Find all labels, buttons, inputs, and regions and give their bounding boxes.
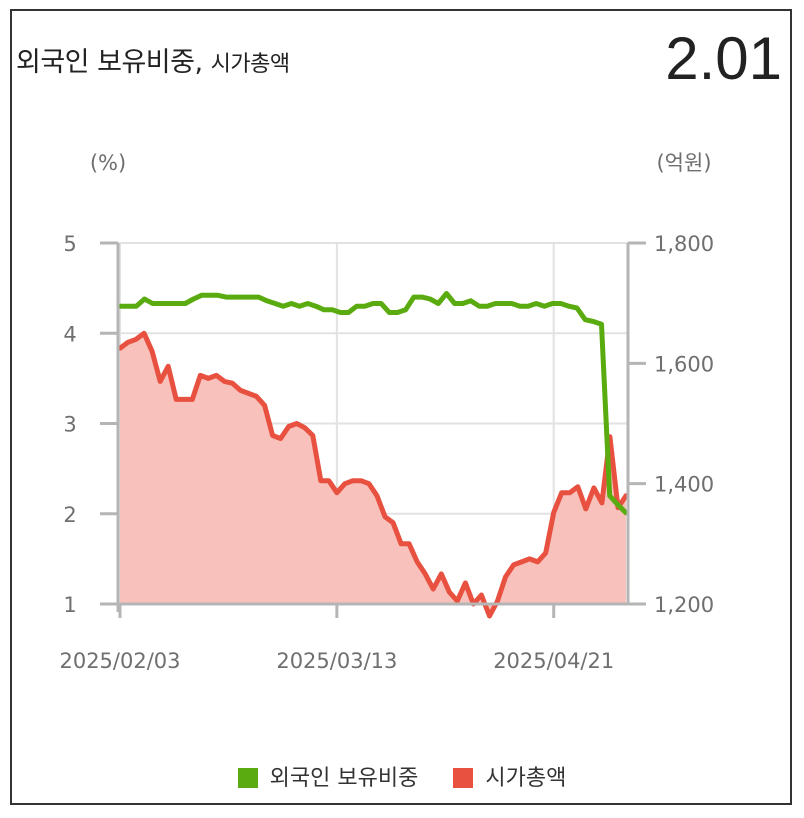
left-axis-unit: (%) xyxy=(90,151,126,175)
x-tick-label: 2025/02/03 xyxy=(59,649,180,673)
left-tick-label: 2 xyxy=(63,503,76,527)
left-tick-label: 1 xyxy=(63,593,76,617)
legend-swatch-market-cap xyxy=(453,768,474,788)
series-area-market-cap xyxy=(120,333,626,616)
title-sub: 시가총액 xyxy=(210,52,290,77)
current-value: 2.01 xyxy=(665,25,782,92)
legend-swatch-foreign-ratio xyxy=(237,768,258,788)
left-tick-label: 4 xyxy=(63,322,76,346)
chart-title: 외국인 보유비중, 시가총액 xyxy=(16,40,290,79)
left-tick-label: 3 xyxy=(63,413,76,437)
right-tick-label: 1,400 xyxy=(654,473,714,497)
right-axis-unit: (억원) xyxy=(656,151,711,175)
title-main: 외국인 보유비중, xyxy=(16,47,203,78)
left-tick-label: 5 xyxy=(63,232,76,256)
series-line-market-cap xyxy=(117,330,629,619)
right-tick-label: 1,200 xyxy=(654,593,714,617)
x-tick-label: 2025/04/21 xyxy=(493,649,614,673)
legend-item-foreign-ratio[interactable]: 외국인 보유비중 xyxy=(237,760,419,792)
legend-item-market-cap[interactable]: 시가총액 xyxy=(453,760,566,792)
x-tick-label: 2025/03/13 xyxy=(276,649,397,673)
legend-label-market-cap: 시가총액 xyxy=(485,766,567,791)
legend-label-foreign-ratio: 외국인 보유비중 xyxy=(269,766,419,791)
right-tick-label: 1,600 xyxy=(654,352,714,376)
right-tick-label: 1,800 xyxy=(654,232,714,256)
series-line-foreign-ratio xyxy=(117,291,629,516)
legend: 외국인 보유비중 시가총액 xyxy=(0,760,804,792)
